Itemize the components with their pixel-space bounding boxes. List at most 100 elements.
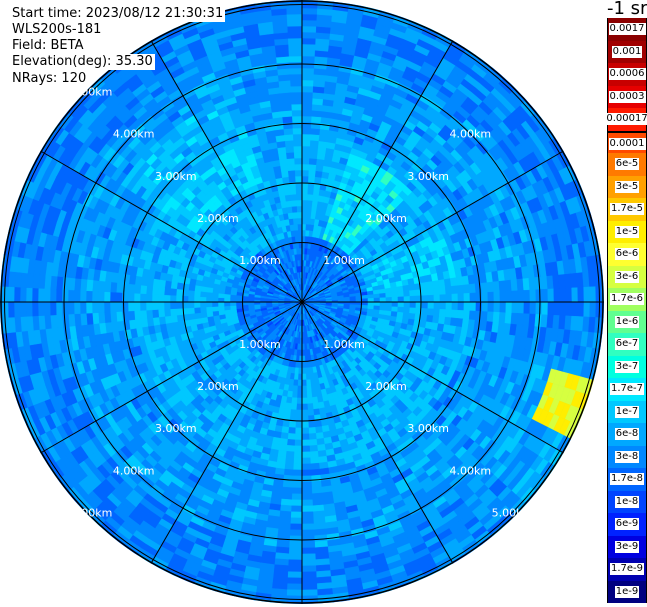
range-bin bbox=[307, 409, 315, 417]
range-bin bbox=[313, 516, 326, 524]
range-bin bbox=[61, 301, 69, 315]
range-bin bbox=[505, 301, 513, 314]
range-bin bbox=[301, 169, 310, 177]
range-bin bbox=[151, 293, 159, 303]
range-bin bbox=[309, 139, 320, 148]
range-bin bbox=[427, 301, 435, 310]
range-bin bbox=[397, 306, 405, 313]
range-bin bbox=[529, 289, 537, 303]
range-bin bbox=[384, 287, 392, 294]
range-bin bbox=[151, 301, 159, 311]
range-bin bbox=[301, 577, 318, 585]
range-bin bbox=[187, 301, 195, 309]
range-bin bbox=[293, 457, 303, 465]
range-bin bbox=[301, 229, 307, 237]
range-bin bbox=[301, 67, 315, 75]
range-bin bbox=[474, 282, 483, 294]
range-bin bbox=[19, 301, 27, 318]
range-bin bbox=[309, 444, 318, 453]
range-bin bbox=[296, 397, 303, 405]
range-bin bbox=[301, 19, 318, 27]
range-bin bbox=[443, 316, 452, 326]
range-bin bbox=[229, 297, 237, 303]
range-bin bbox=[493, 291, 501, 303]
range-bin bbox=[301, 379, 307, 387]
range-bin bbox=[286, 583, 303, 591]
range-bin bbox=[463, 301, 471, 312]
range-bin bbox=[361, 294, 369, 300]
range-bin bbox=[279, 504, 292, 512]
range-bin bbox=[301, 151, 311, 159]
range-bin bbox=[229, 301, 237, 307]
range-bin bbox=[311, 110, 323, 118]
range-bin bbox=[373, 301, 381, 307]
range-bin bbox=[310, 127, 321, 136]
range-bin bbox=[314, 44, 330, 52]
range-bin bbox=[301, 541, 316, 549]
range-bin bbox=[235, 301, 243, 306]
range-bin bbox=[297, 373, 303, 381]
range-bin bbox=[492, 281, 500, 293]
range-bin bbox=[420, 282, 428, 290]
range-bin bbox=[301, 103, 313, 111]
range-bin bbox=[373, 293, 381, 299]
range-bin bbox=[397, 291, 405, 298]
range-bin bbox=[79, 290, 87, 303]
range-bin bbox=[133, 292, 141, 303]
range-bin bbox=[37, 301, 45, 317]
range-bin bbox=[540, 276, 548, 290]
range-bin bbox=[145, 285, 154, 295]
range-bin bbox=[187, 289, 195, 297]
range-bin bbox=[553, 301, 561, 316]
range-bin bbox=[577, 286, 585, 303]
range-bin bbox=[229, 305, 237, 310]
range-bin bbox=[438, 286, 447, 296]
range-bin bbox=[367, 297, 375, 303]
range-bin bbox=[301, 133, 312, 141]
range-bin bbox=[163, 287, 171, 296]
range-bin bbox=[523, 301, 531, 315]
range-bin bbox=[279, 510, 292, 518]
range-bin bbox=[139, 309, 148, 320]
range-bin bbox=[312, 498, 324, 506]
range-bin bbox=[450, 309, 459, 319]
range-bin bbox=[121, 310, 130, 322]
range-bin bbox=[313, 62, 328, 70]
range-bin bbox=[288, 421, 296, 429]
range-bin bbox=[292, 385, 298, 393]
range-bin bbox=[67, 301, 75, 315]
range-bin bbox=[287, 565, 303, 573]
range-bin bbox=[301, 553, 316, 561]
range-bin bbox=[73, 301, 81, 315]
range-bin bbox=[301, 505, 314, 513]
range-bin bbox=[290, 511, 303, 519]
range-bin bbox=[397, 301, 405, 308]
range-bin bbox=[288, 541, 303, 549]
range-bin bbox=[468, 283, 477, 294]
range-bin bbox=[176, 314, 184, 322]
range-bin bbox=[301, 25, 317, 33]
range-bin bbox=[312, 402, 320, 410]
range-bin bbox=[291, 499, 303, 507]
range-bin bbox=[103, 301, 111, 313]
range-bin bbox=[307, 193, 314, 201]
range-bin bbox=[510, 312, 518, 325]
range-bin bbox=[116, 282, 124, 293]
range-bin bbox=[457, 301, 465, 311]
range-bin bbox=[282, 474, 294, 483]
range-bin bbox=[278, 443, 288, 452]
range-bin bbox=[91, 301, 99, 314]
range-bin bbox=[285, 450, 295, 459]
range-bin bbox=[314, 170, 323, 178]
range-bin bbox=[217, 301, 225, 307]
range-bin bbox=[281, 486, 293, 494]
range-bin bbox=[443, 278, 452, 288]
range-bin bbox=[278, 516, 291, 524]
range-bin bbox=[97, 301, 105, 313]
range-bin bbox=[235, 304, 243, 310]
range-bin bbox=[463, 292, 471, 303]
range-bin bbox=[313, 534, 328, 542]
range-bin bbox=[187, 295, 195, 303]
range-bin bbox=[305, 367, 310, 375]
range-bin bbox=[559, 287, 567, 303]
